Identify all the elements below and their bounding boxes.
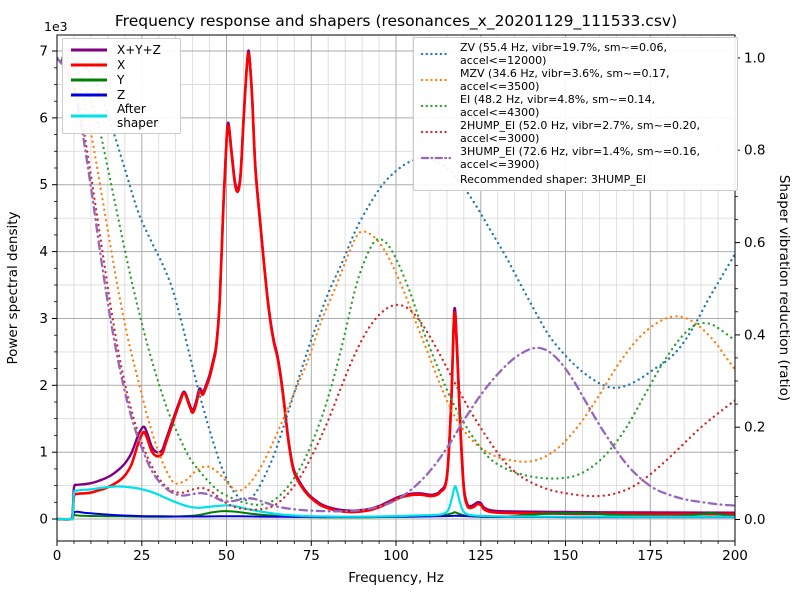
y-right-tick-label: 0.0: [744, 512, 765, 528]
x-tick-label: 125: [468, 548, 494, 564]
legend-item-z: Z: [69, 87, 175, 102]
series-ZV: [57, 56, 735, 502]
y-left-tick-label: 3: [39, 311, 48, 327]
series-EI: [57, 56, 735, 506]
legend-line-y: [71, 78, 107, 81]
legend-line-after_shaper: [71, 114, 107, 118]
legend-line-3HUMP_EI: [420, 156, 452, 160]
y-right-tick-label: 0.4: [744, 327, 765, 343]
x-tick-label: 150: [553, 548, 579, 564]
y-right-tick-label: 0.2: [744, 420, 765, 436]
legend-label: Z: [117, 87, 126, 102]
psd-curves: [57, 49, 735, 521]
legend-item-xyz: X+Y+Z: [69, 42, 175, 57]
legend-line-z: [71, 93, 107, 96]
legend-item-after_shaper: After shaper: [69, 102, 175, 130]
legend-label: X+Y+Z: [117, 42, 161, 57]
legend-psd: X+Y+Z X Y Z After shaper: [62, 38, 181, 134]
axes: 0 25 50 75 100 125 150 175 200 0 1 2 3 4 5 6 7 0.0 0.2 0.4 0…: [39, 34, 765, 565]
legend-shapers: ZV (55.4 Hz, vibr=19.7%, sm~=0.06, accel…: [413, 37, 738, 192]
y-left-tick-label: 0: [39, 512, 48, 528]
legend-item-3HUMP_EI: 3HUMP_EI (72.6 Hz, vibr=1.4%, sm~=0.16, …: [420, 145, 732, 171]
y-left-axis-label: Power spectral density: [5, 211, 21, 364]
recommended-shaper-text: Recommended shaper: 3HUMP_EI: [460, 172, 646, 186]
legend-label: ZV (55.4 Hz, vibr=19.7%, sm~=0.06, accel…: [460, 41, 667, 67]
legend-item-EI: EI (48.2 Hz, vibr=4.8%, sm~=0.14, accel<…: [420, 93, 732, 119]
legend-label: X: [117, 57, 126, 72]
x-tick-label: 75: [303, 548, 320, 564]
y-left-offset-text: 1e3: [44, 19, 68, 34]
legend-label: 3HUMP_EI (72.6 Hz, vibr=1.4%, sm~=0.16, …: [460, 145, 701, 171]
legend-label: Y: [117, 72, 125, 87]
legend-label: EI (48.2 Hz, vibr=4.8%, sm~=0.14, accel<…: [460, 93, 656, 119]
chart-title: Frequency response and shapers (resonanc…: [115, 12, 677, 31]
y-right-axis-label: Shaper vibration reduction (ratio): [776, 175, 792, 401]
series-MZV: [57, 56, 735, 493]
y-left-tick-label: 6: [39, 110, 48, 126]
y-left-tick-label: 7: [39, 44, 48, 60]
legend-line-EI: [420, 104, 452, 108]
y-left-tick-label: 2: [39, 378, 48, 394]
y-right-tick-label: 0.6: [744, 235, 765, 251]
legend-item-x: X: [69, 57, 175, 72]
legend-recommended-note: Recommended shaper: 3HUMP_EI: [420, 171, 732, 187]
y-right-tick-label: 1.0: [744, 50, 765, 66]
legend-line-MZV: [420, 78, 452, 82]
y-right-tick-label: 0.8: [744, 143, 765, 159]
x-tick-label: 25: [133, 548, 150, 564]
series-3HUMP_EI: [57, 56, 735, 513]
legend-label: MZV (34.6 Hz, vibr=3.6%, sm~=0.17, accel…: [460, 67, 670, 93]
legend-line-xyz: [71, 48, 107, 51]
x-axis-label: Frequency, Hz: [348, 570, 444, 586]
legend-label: 2HUMP_EI (52.0 Hz, vibr=2.7%, sm~=0.20, …: [460, 119, 701, 145]
x-tick-label: 175: [637, 548, 663, 564]
x-tick-label: 0: [53, 548, 62, 564]
legend-label: After shaper: [117, 102, 159, 130]
y-left-tick-label: 5: [39, 177, 48, 193]
shaper-curves: [57, 56, 735, 513]
legend-item-2HUMP_EI: 2HUMP_EI (52.0 Hz, vibr=2.7%, sm~=0.20, …: [420, 119, 732, 145]
x-tick-label: 50: [218, 548, 235, 564]
series-after_shaper: [57, 485, 735, 521]
legend-line-x: [71, 63, 107, 66]
legend-item-MZV: MZV (34.6 Hz, vibr=3.6%, sm~=0.17, accel…: [420, 67, 732, 93]
tick-labels: 0 25 50 75 100 125 150 175 200 0 1 2 3 4 5 6 7 0.0 0.2 0.4 0…: [39, 44, 765, 565]
legend-line-2HUMP_EI: [420, 130, 452, 134]
x-tick-label: 200: [722, 548, 748, 564]
legend-item-y: Y: [69, 72, 175, 87]
series-x: [57, 51, 735, 521]
y-left-tick-label: 4: [39, 244, 48, 260]
y-left-tick-label: 1: [39, 445, 48, 461]
x-tick-label: 100: [383, 548, 409, 564]
legend-line-ZV: [420, 52, 452, 56]
legend-item-ZV: ZV (55.4 Hz, vibr=19.7%, sm~=0.06, accel…: [420, 41, 732, 67]
